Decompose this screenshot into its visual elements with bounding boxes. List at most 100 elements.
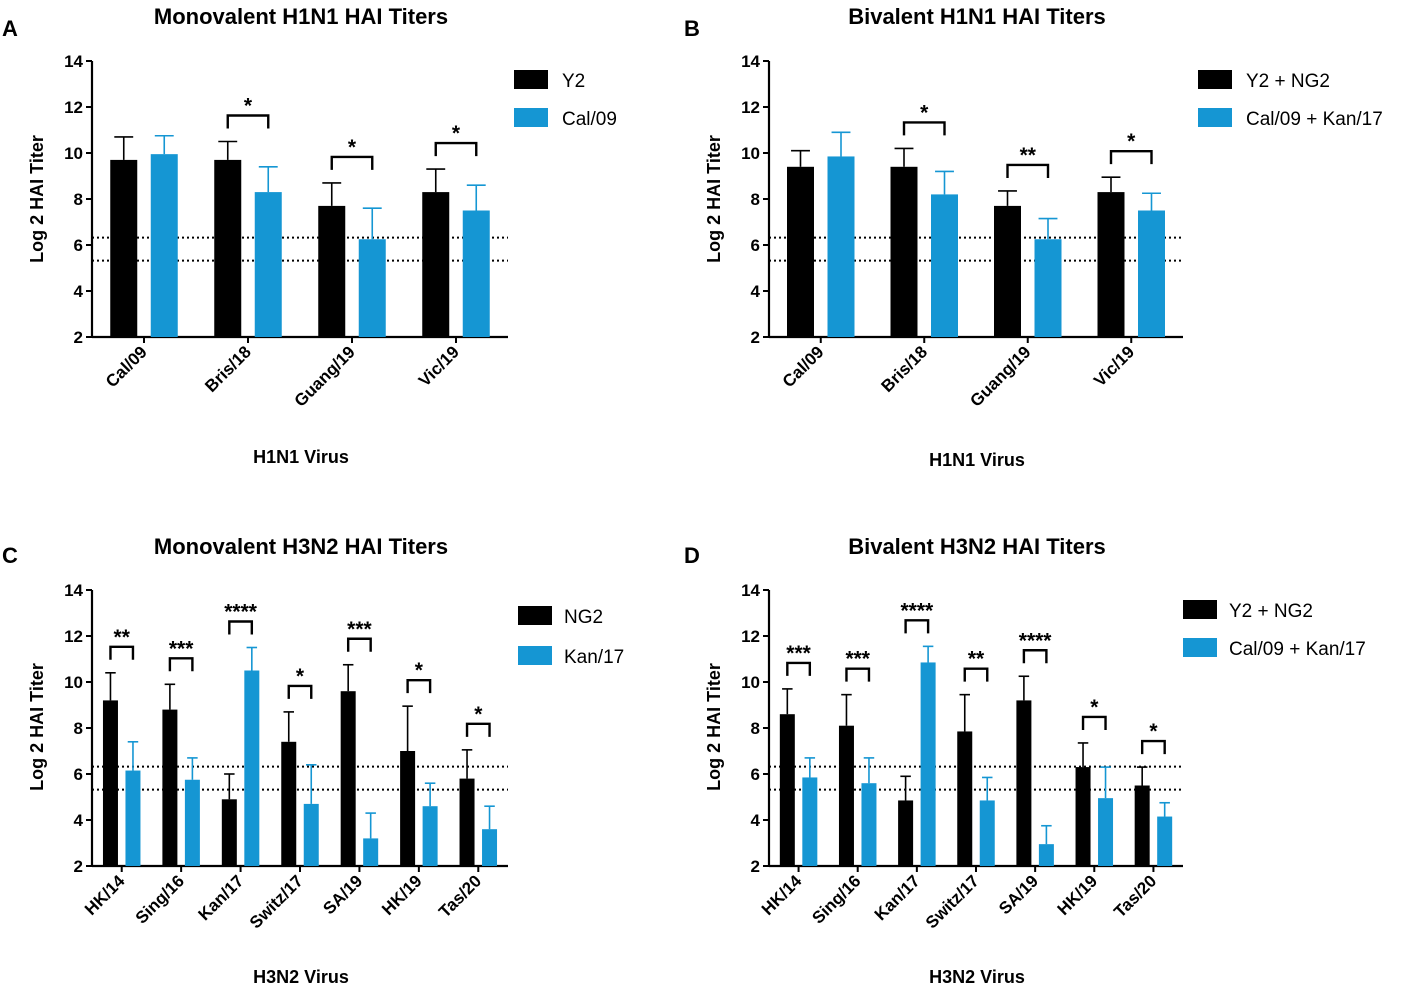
bar <box>920 662 936 866</box>
significance-bracket <box>904 619 930 634</box>
significance-marker: * <box>1090 696 1099 719</box>
y-tick-label: 10 <box>64 144 83 163</box>
y-tick-label: 12 <box>741 98 760 117</box>
y-tick-label: 8 <box>74 719 83 738</box>
bar <box>422 192 450 337</box>
legend: Y2 + NG2 Cal/09 + Kan/17 <box>1183 600 1366 660</box>
significance-marker: ** <box>114 626 131 649</box>
bar <box>303 803 319 866</box>
bar <box>861 783 877 866</box>
significance-marker: *** <box>169 637 194 660</box>
legend-label-series-1: Y2 + NG2 <box>1229 601 1313 622</box>
x-tick-label: Guang/19 <box>291 342 359 410</box>
significance-bracket <box>963 667 989 682</box>
significance-marker: **** <box>901 599 935 622</box>
y-tick-label: 6 <box>751 765 760 784</box>
x-tick-label: Bris/18 <box>201 342 255 396</box>
x-tick-label: Kan/17 <box>195 871 248 924</box>
legend: Y2 Cal/09 <box>514 70 617 130</box>
y-tick-label: 14 <box>64 52 83 71</box>
y-tick-label: 10 <box>64 673 83 692</box>
bar <box>931 194 958 337</box>
legend-swatch-series-1 <box>518 606 552 625</box>
legend-label-series-2: Cal/09 + Kan/17 <box>1229 639 1366 660</box>
bar <box>110 159 138 337</box>
significance-marker: * <box>415 659 424 682</box>
significance-bracket <box>330 155 374 170</box>
x-tick-label: HK/14 <box>758 871 806 919</box>
bar <box>150 154 178 337</box>
y-tick-label: 4 <box>751 282 761 301</box>
legend-swatch-series-2 <box>518 646 552 665</box>
x-tick-label: Guang/19 <box>966 342 1034 410</box>
bar <box>221 799 237 866</box>
bar <box>779 714 795 866</box>
y-tick-label: 14 <box>64 581 83 600</box>
y-tick-label: 2 <box>751 857 760 876</box>
bar <box>1134 785 1150 866</box>
legend-swatch-series-2 <box>1198 108 1232 127</box>
bar <box>827 156 855 337</box>
bar <box>254 192 282 337</box>
significance-bracket <box>287 684 313 699</box>
significance-bracket <box>1081 715 1107 730</box>
significance-bracket <box>228 620 254 635</box>
legend-label-series-2: Cal/09 <box>562 109 617 130</box>
legend-swatch-series-1 <box>1198 70 1232 89</box>
significance-bracket <box>1006 163 1050 178</box>
significance-marker: * <box>348 136 357 159</box>
significance-bracket <box>465 722 491 737</box>
y-tick-label: 12 <box>741 627 760 646</box>
significance-marker: * <box>244 95 253 118</box>
bar <box>1016 700 1032 866</box>
x-tick-label: Switz/17 <box>246 871 307 932</box>
bar <box>363 838 379 866</box>
bar <box>482 829 498 866</box>
significance-bracket <box>226 114 270 129</box>
significance-bracket <box>1140 739 1166 755</box>
significance-bracket <box>346 637 372 652</box>
legend-label-series-2: Kan/17 <box>564 647 624 668</box>
panel-b: B Bivalent H1N1 HAI Titers Log 2 HAI Tit… <box>684 4 1383 470</box>
y-tick-label: 12 <box>64 627 83 646</box>
significance-bracket <box>1109 149 1153 165</box>
bar <box>890 166 918 337</box>
chart-title: Bivalent H1N1 HAI Titers <box>848 4 1106 29</box>
significance-marker: **** <box>224 601 258 624</box>
bar <box>838 725 854 866</box>
y-tick-label: 10 <box>741 673 760 692</box>
legend-swatch-series-2 <box>1183 638 1217 657</box>
legend-swatch-series-2 <box>514 108 548 127</box>
significance-bracket <box>786 661 812 676</box>
bar <box>102 700 118 866</box>
bar <box>162 709 178 866</box>
legend: Y2 + NG2 Cal/09 + Kan/17 <box>1198 70 1383 130</box>
x-tick-label: Cal/09 <box>779 342 828 391</box>
panel-letter-b: B <box>684 16 700 41</box>
y-tick-label: 4 <box>74 811 84 830</box>
x-tick-label: SA/19 <box>319 871 366 918</box>
bar <box>214 159 242 337</box>
significance-marker: *** <box>786 642 811 665</box>
x-tick-label: HK/19 <box>1054 871 1102 919</box>
bar <box>1075 767 1091 866</box>
plot-area: 2 4 6 8 10 12 14 Cal/09 Bris/18 * Guang/19 ** Vic/19… <box>741 52 1183 411</box>
y-tick-label: 12 <box>64 98 83 117</box>
x-axis-label: H1N1 Virus <box>929 450 1025 470</box>
x-tick-label: Tas/20 <box>1110 871 1160 921</box>
bar <box>422 806 438 866</box>
panel-letter-a: A <box>2 16 18 41</box>
bar <box>400 751 416 866</box>
bar <box>125 770 141 866</box>
x-axis-label: H3N2 Virus <box>253 967 349 987</box>
bar <box>459 778 475 866</box>
significance-bracket <box>168 657 194 672</box>
x-tick-label: Vic/19 <box>1090 342 1138 390</box>
y-axis-label: Log 2 HAI Titer <box>704 135 724 263</box>
x-tick-label: HK/14 <box>81 871 129 919</box>
significance-bracket <box>109 645 135 660</box>
panel-d: D Bivalent H3N2 HAI Titers Log 2 HAI Tit… <box>684 534 1366 987</box>
y-tick-label: 4 <box>74 282 84 301</box>
bar <box>1038 844 1054 866</box>
